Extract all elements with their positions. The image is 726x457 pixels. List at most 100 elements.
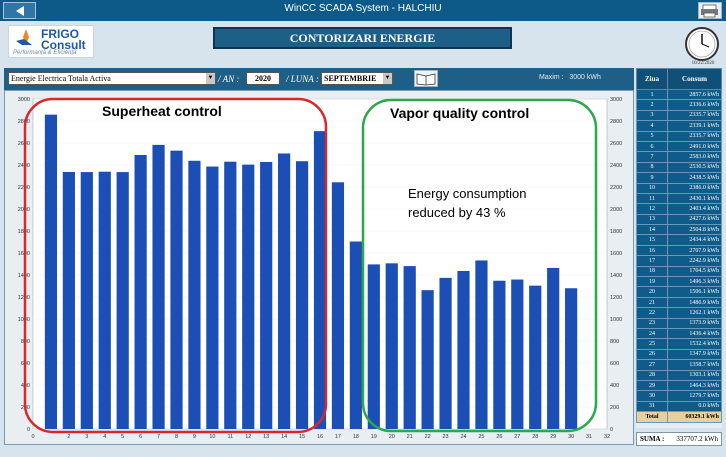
y-tick-label-right: 1400 bbox=[610, 273, 622, 279]
y-tick-label-right: 400 bbox=[610, 383, 619, 389]
row-consum: 1506.1 kWh bbox=[667, 286, 722, 298]
x-tick-label: 12 bbox=[245, 434, 251, 440]
snowflake-logo-icon bbox=[16, 29, 32, 45]
bar bbox=[439, 277, 452, 429]
total-label: Total bbox=[636, 411, 668, 423]
y-tick-label-right: 600 bbox=[610, 361, 619, 367]
suma-label: SUMA : bbox=[640, 435, 665, 443]
row-day: 21 bbox=[636, 296, 668, 309]
table-row: 28 1303.1 kWh bbox=[636, 369, 722, 381]
x-tick-label: 29 bbox=[550, 434, 556, 440]
printer-icon bbox=[701, 4, 718, 18]
row-consum: 1262.1 kWh bbox=[667, 307, 722, 319]
bar bbox=[170, 150, 183, 429]
table-row: 19 1496.3 kWh bbox=[636, 276, 722, 288]
x-tick-label: 0 bbox=[31, 434, 34, 440]
row-consum: 2386.0 kWh bbox=[667, 182, 722, 194]
row-day: 9 bbox=[636, 172, 668, 184]
table-row: 8 2530.5 kWh bbox=[636, 161, 722, 174]
bar bbox=[295, 161, 309, 429]
bar bbox=[403, 266, 416, 429]
row-day: 17 bbox=[636, 255, 668, 267]
bar bbox=[349, 241, 362, 429]
table-row: 29 1464.3 kWh bbox=[636, 379, 722, 392]
row-consum: 2491.0 kWh bbox=[667, 140, 722, 153]
row-consum: 2336.6 kWh bbox=[667, 99, 722, 111]
y-tick-label-right: 2200 bbox=[610, 185, 622, 191]
energy-type-select[interactable]: Energie Electrica Totala Activa ▼ bbox=[8, 72, 216, 85]
clock-date: 10/22/2020 bbox=[691, 61, 715, 66]
row-consum: 1532.4 kWh bbox=[667, 338, 722, 350]
logo-tagline: Performanță & Eficiență bbox=[13, 50, 77, 56]
table-row: 30 1279.7 kWh bbox=[636, 390, 722, 402]
row-day: 1 bbox=[636, 88, 668, 101]
reduction-annotation-line1: Energy consumption bbox=[408, 186, 527, 201]
x-tick-label: 6 bbox=[139, 434, 142, 440]
bar bbox=[224, 161, 237, 429]
x-tick-label: 13 bbox=[263, 434, 269, 440]
logo-brand-line1: FRIGO bbox=[41, 27, 79, 41]
y-tick-label-right: 1200 bbox=[610, 295, 622, 301]
y-tick-label-right: 1600 bbox=[610, 251, 622, 257]
bar bbox=[134, 154, 147, 430]
table-row: 6 2491.0 kWh bbox=[636, 140, 722, 153]
bar bbox=[565, 288, 578, 429]
total-row: Total 60329.1 kWh bbox=[636, 411, 722, 423]
row-day: 14 bbox=[636, 224, 668, 236]
x-tick-label: 24 bbox=[460, 434, 466, 440]
row-consum: 1279.7 kWh bbox=[667, 390, 722, 402]
table-row: 16 2707.9 kWh bbox=[636, 244, 722, 257]
x-tick-label: 19 bbox=[371, 434, 377, 440]
y-tick-label-right: 1800 bbox=[610, 229, 622, 235]
row-consum: 1480.9 kWh bbox=[667, 296, 722, 309]
print-button[interactable] bbox=[698, 2, 722, 19]
table-row: 14 2504.8 kWh bbox=[636, 224, 722, 236]
logo-brand-line2: Consult bbox=[41, 38, 86, 52]
row-consum: 2504.8 kWh bbox=[667, 224, 722, 236]
table-row: 23 1373.9 kWh bbox=[636, 317, 722, 330]
x-tick-label: 18 bbox=[353, 434, 359, 440]
bar bbox=[188, 160, 201, 429]
report-book-button[interactable] bbox=[414, 70, 438, 87]
x-tick-label: 23 bbox=[443, 434, 449, 440]
row-consum: 2707.9 kWh bbox=[667, 244, 722, 257]
y-tick-label-right: 200 bbox=[610, 405, 619, 411]
y-tick-label-left: 3000 bbox=[18, 97, 30, 103]
bar bbox=[475, 260, 488, 429]
row-day: 29 bbox=[636, 379, 668, 392]
table-row: 3 2335.7 kWh bbox=[636, 109, 722, 122]
bar bbox=[206, 166, 219, 429]
table-row: 7 2583.0 kWh bbox=[636, 151, 722, 163]
x-tick-label: 28 bbox=[532, 434, 538, 440]
bar bbox=[152, 144, 165, 429]
back-button[interactable] bbox=[3, 2, 36, 19]
row-day: 13 bbox=[636, 213, 668, 226]
y-tick-label-right: 0 bbox=[610, 427, 613, 433]
row-day: 31 bbox=[636, 400, 668, 413]
row-consum: 1436.4 kWh bbox=[667, 327, 722, 340]
table-row: 18 1704.5 kWh bbox=[636, 265, 722, 278]
an-label: / AN : bbox=[218, 74, 240, 84]
back-arrow-icon bbox=[15, 5, 24, 16]
row-consum: 1358.7 kWh bbox=[667, 359, 722, 371]
x-tick-label: 3 bbox=[85, 434, 88, 440]
row-day: 6 bbox=[636, 140, 668, 153]
row-consum: 1303.1 kWh bbox=[667, 369, 722, 381]
x-tick-label: 15 bbox=[299, 434, 305, 440]
bar bbox=[62, 171, 75, 429]
luna-select[interactable]: SEPTEMBRIE ▼ bbox=[321, 72, 393, 85]
x-tick-label: 11 bbox=[227, 434, 233, 440]
table-row: 12 2403.4 kWh bbox=[636, 203, 722, 215]
row-consum: 0.0 kWh bbox=[667, 400, 722, 413]
daily-consumption-table: Ziua Consum 1 2857.6 kWh 2 2336.6 kWh 3 2335.… bbox=[636, 68, 722, 428]
row-day: 4 bbox=[636, 120, 668, 132]
x-tick-label: 26 bbox=[496, 434, 502, 440]
table-row: 15 2434.4 kWh bbox=[636, 234, 722, 246]
suma-box: SUMA : 337707.2 kWh bbox=[636, 432, 722, 446]
table-row: 24 1436.4 kWh bbox=[636, 327, 722, 340]
vapor-quality-region-box bbox=[361, 98, 598, 433]
y-tick-label-right: 2800 bbox=[610, 119, 622, 125]
max-label: Maxim : 3000 kWh bbox=[539, 74, 601, 81]
table-row: 26 1347.9 kWh bbox=[636, 348, 722, 361]
an-input[interactable]: 2020 bbox=[246, 72, 280, 85]
